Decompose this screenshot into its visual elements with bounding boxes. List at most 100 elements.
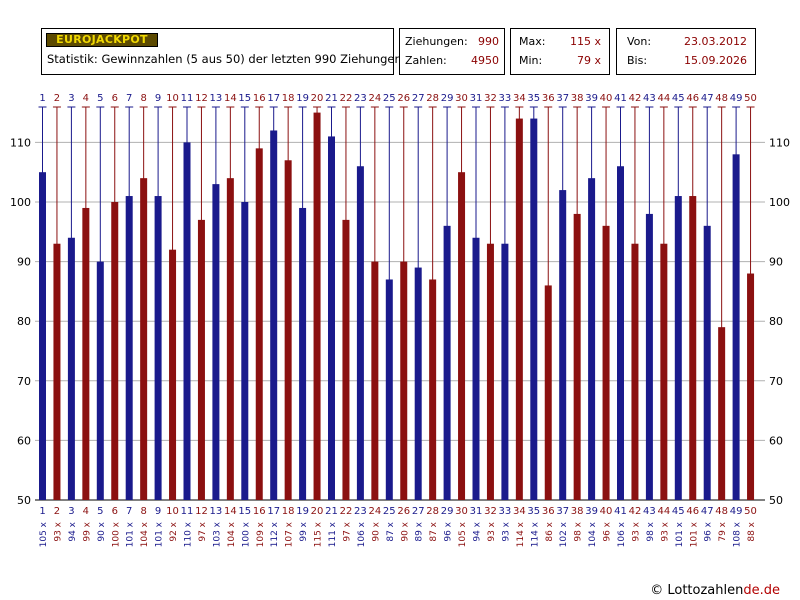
- copyright-domain: de.de: [743, 583, 780, 598]
- numbers-label: Zahlen:: [405, 54, 447, 67]
- value-label-27: 89 x: [415, 521, 425, 541]
- max-value: 115 x: [569, 35, 601, 48]
- x-label-bottom-16: 16: [253, 506, 266, 517]
- copyright-text: © Lottozahlen: [650, 583, 744, 598]
- min-label: Min:: [519, 54, 543, 67]
- x-label-bottom-38: 38: [571, 506, 584, 517]
- value-label-38: 98 x: [574, 521, 584, 541]
- max-label: Max:: [519, 35, 546, 48]
- x-label-top-19: 19: [296, 93, 309, 104]
- min-value: 79 x: [576, 54, 601, 67]
- value-label-35: 114 x: [530, 521, 540, 547]
- x-label-bottom-9: 9: [155, 506, 161, 517]
- y-tick-left-110: 110: [10, 136, 31, 149]
- bar-12: [197, 219, 205, 500]
- bar-7: [125, 196, 133, 501]
- bar-35: [530, 118, 538, 500]
- y-tick-right-60: 60: [769, 434, 783, 447]
- from-value: 23.03.2012: [684, 35, 747, 48]
- x-label-top-11: 11: [181, 93, 194, 104]
- x-label-bottom-11: 11: [181, 506, 194, 517]
- x-label-bottom-1: 1: [39, 506, 45, 517]
- x-label-top-45: 45: [672, 93, 685, 104]
- x-label-top-13: 13: [210, 93, 223, 104]
- x-label-bottom-26: 26: [397, 506, 410, 517]
- x-label-bottom-21: 21: [325, 506, 338, 517]
- bar-47: [703, 225, 711, 500]
- y-tick-left-80: 80: [17, 315, 31, 328]
- bar-16: [255, 148, 263, 501]
- x-label-top-18: 18: [282, 93, 295, 104]
- x-label-top-5: 5: [97, 93, 103, 104]
- bar-4: [82, 207, 90, 500]
- x-label-top-21: 21: [325, 93, 338, 104]
- x-label-top-38: 38: [571, 93, 584, 104]
- x-label-top-33: 33: [499, 93, 512, 104]
- x-label-top-39: 39: [585, 93, 598, 104]
- x-label-bottom-41: 41: [614, 506, 627, 517]
- value-label-44: 93 x: [660, 521, 670, 541]
- x-label-bottom-50: 50: [744, 506, 757, 517]
- from-label: Von:: [627, 35, 652, 48]
- x-label-top-48: 48: [715, 93, 728, 104]
- x-label-bottom-7: 7: [126, 506, 132, 517]
- bar-23: [356, 166, 364, 501]
- to-label: Bis:: [627, 54, 648, 67]
- x-label-top-34: 34: [513, 93, 526, 104]
- x-label-top-24: 24: [368, 93, 381, 104]
- value-label-26: 90 x: [400, 521, 410, 541]
- bar-6: [111, 202, 119, 500]
- x-label-top-47: 47: [701, 93, 714, 104]
- bar-29: [443, 225, 451, 500]
- x-label-bottom-37: 37: [556, 506, 569, 517]
- value-label-45: 101 x: [675, 521, 685, 547]
- x-label-top-41: 41: [614, 93, 627, 104]
- value-label-6: 100 x: [111, 521, 121, 547]
- bar-43: [645, 213, 653, 501]
- x-label-bottom-17: 17: [267, 506, 280, 517]
- x-label-top-25: 25: [383, 93, 396, 104]
- x-label-top-2: 2: [54, 93, 60, 104]
- bar-17: [270, 130, 278, 501]
- y-tick-left-70: 70: [17, 375, 31, 388]
- y-tick-left-100: 100: [10, 196, 31, 209]
- x-label-top-9: 9: [155, 93, 161, 104]
- chart-subtitle: Statistik: Gewinnzahlen (5 aus 50) der l…: [47, 52, 402, 66]
- bar-49: [732, 154, 740, 500]
- value-label-13: 103 x: [212, 521, 222, 547]
- value-label-20: 115 x: [314, 521, 324, 547]
- x-label-bottom-34: 34: [513, 506, 526, 517]
- x-label-top-14: 14: [224, 93, 237, 104]
- bar-31: [472, 237, 480, 500]
- value-label-14: 104 x: [227, 521, 237, 547]
- y-tick-right-100: 100: [769, 196, 790, 209]
- x-label-bottom-20: 20: [311, 506, 324, 517]
- value-label-9: 101 x: [155, 521, 165, 547]
- x-label-top-35: 35: [527, 93, 540, 104]
- eurojackpot-logo: EUROJACKPOT: [46, 33, 158, 47]
- draws-label: Ziehungen:: [405, 35, 468, 48]
- x-label-bottom-40: 40: [600, 506, 613, 517]
- x-label-bottom-24: 24: [368, 506, 381, 517]
- y-tick-right-50: 50: [769, 494, 783, 507]
- bar-1: [39, 172, 46, 500]
- bar-40: [602, 225, 610, 500]
- y-tick-right-70: 70: [769, 375, 783, 388]
- bar-50: [747, 273, 755, 500]
- bar-44: [660, 243, 668, 500]
- value-label-48: 79 x: [718, 521, 728, 541]
- x-label-bottom-10: 10: [166, 506, 179, 517]
- bar-13: [212, 184, 220, 500]
- x-label-bottom-12: 12: [195, 506, 208, 517]
- x-label-top-16: 16: [253, 93, 266, 104]
- bar-37: [559, 190, 567, 500]
- bar-26: [400, 261, 408, 500]
- value-label-47: 96 x: [704, 521, 714, 541]
- x-label-bottom-19: 19: [296, 506, 309, 517]
- bar-41: [617, 166, 624, 501]
- x-label-top-32: 32: [484, 93, 497, 104]
- bar-27: [414, 267, 422, 500]
- title-box: EUROJACKPOT Statistik: Gewinnzahlen (5 a…: [41, 28, 402, 75]
- x-label-top-42: 42: [629, 93, 642, 104]
- x-label-bottom-33: 33: [499, 506, 512, 517]
